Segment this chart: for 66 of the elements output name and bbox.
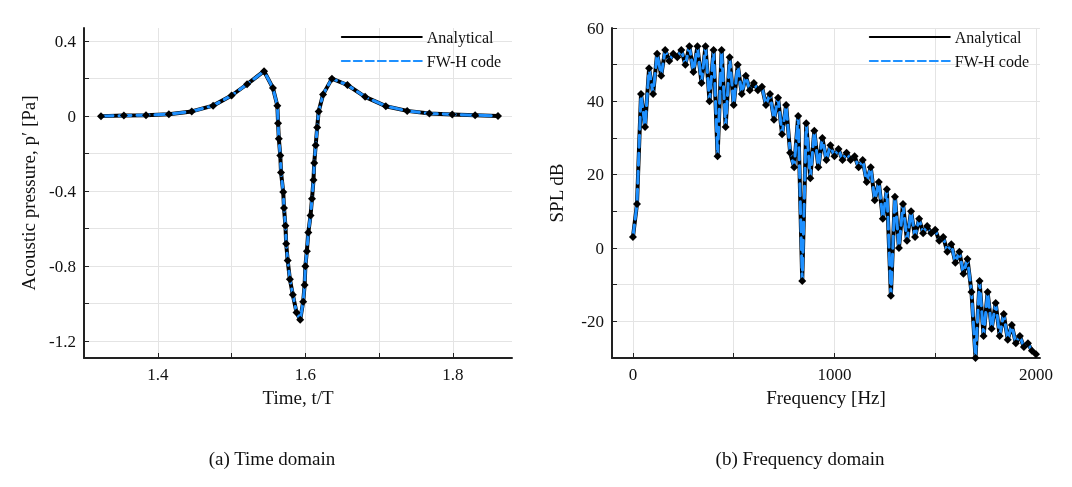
legend-label: FW-H code [954,52,1029,70]
y-axis-title: Acoustic pressure, p′ [Pa] [18,95,39,291]
point [302,247,311,256]
point [425,109,434,118]
text: (b) Frequency domain [714,448,886,470]
point [448,110,457,119]
point [296,315,305,324]
point [277,168,286,177]
x-axis-title: Time, t/T [262,386,334,408]
point [343,81,352,89]
legend-label: FW-H code [426,52,501,70]
point [283,256,292,265]
x-tick-label: 1.6 [294,365,316,384]
point [268,84,277,92]
point [274,119,283,128]
point [260,67,269,76]
point [281,221,290,230]
point [164,110,173,119]
point [381,102,390,111]
legend-label: Analytical [426,28,494,47]
point [314,107,323,116]
y-tick-label: -20 [581,311,604,331]
point [243,80,252,89]
x-tick-label: 2000 [1018,365,1053,384]
point [282,239,291,248]
x-tick-label: 1.4 [147,365,169,384]
point [96,112,105,121]
point [274,134,283,143]
x-tick-label: 1000 [817,365,852,384]
x-axis-title: Frequency [Hz] [766,386,886,408]
y-tick-label: -0.8 [49,256,76,276]
point [227,91,236,100]
point [209,101,218,110]
point [310,159,319,167]
legend-label: Analytical [954,28,1022,47]
y-tick-label: -1.2 [49,331,76,351]
point [313,123,322,132]
point [273,101,282,110]
y-tick-label: 40 [587,91,604,111]
point [471,111,480,120]
point [276,151,285,160]
point [308,194,317,203]
point [361,92,370,101]
point [403,106,412,115]
x-tick-label: 1.8 [442,365,464,384]
point [299,297,308,306]
y-tick-label: -0.4 [49,181,77,201]
point [279,204,288,212]
point [301,262,310,271]
point [288,290,297,299]
y-axis-title: SPL dB [546,163,567,223]
point [141,111,150,120]
y-tick-label: 0.4 [54,31,77,51]
point [311,141,320,150]
text: (a) Time domain [207,448,337,470]
y-tick-label: 60 [587,18,604,38]
point [327,74,336,83]
y-tick-label: 20 [587,165,604,185]
point [292,308,301,317]
x-tick-label: 0 [628,365,638,384]
y-tick-label: 0 [67,106,76,126]
y-tick-label: 0 [595,238,604,258]
point [119,111,128,120]
point [285,275,294,284]
point [300,280,309,289]
point [319,90,328,99]
